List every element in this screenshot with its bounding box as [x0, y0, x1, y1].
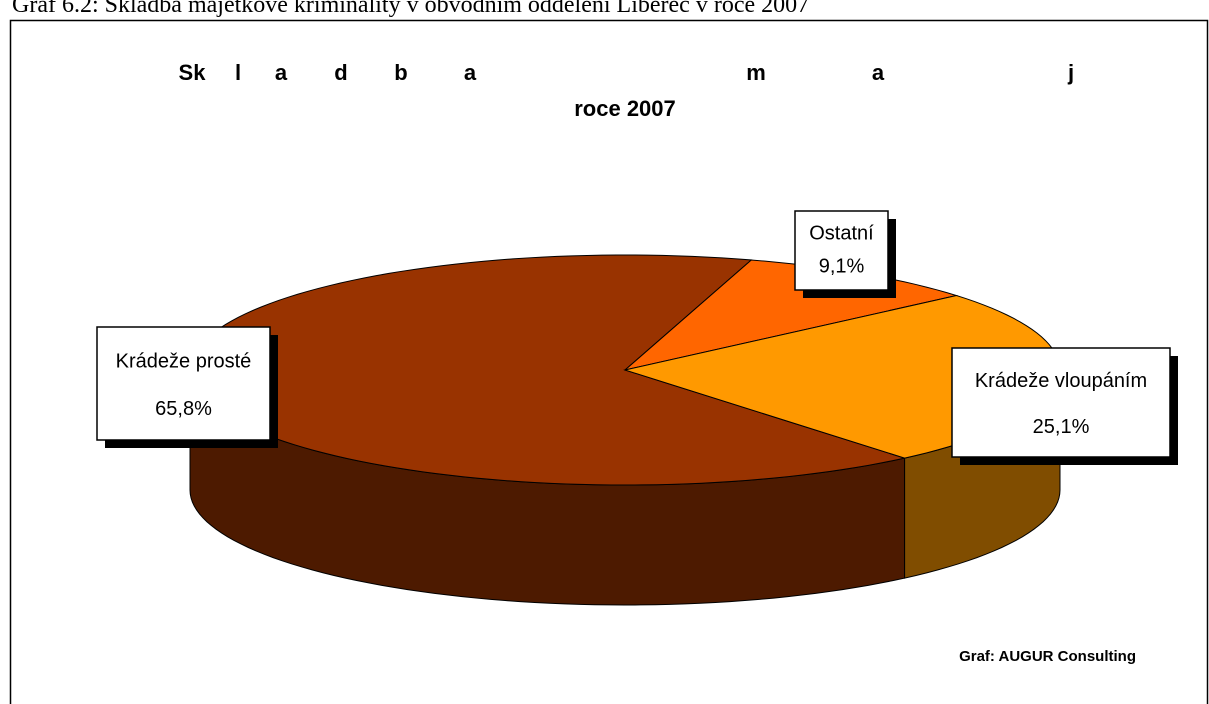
data-label-category: Krádeže prosté	[116, 351, 252, 373]
label-box	[951, 347, 1171, 458]
chart-title-part: m	[746, 60, 766, 85]
chart-title-part: Sk	[179, 60, 207, 85]
chart-frame	[9, 19, 1209, 704]
source-note: Graf: AUGUR Consulting	[959, 648, 1136, 665]
label-box	[794, 210, 889, 291]
pie-tops	[189, 254, 1061, 486]
data-label-value: 9,1%	[819, 256, 865, 278]
chart-subtitle: roce 2007	[574, 96, 676, 121]
label-box	[96, 326, 271, 441]
caption: Graf 6.2: Skladba majetkové kriminality …	[12, 0, 809, 18]
chart-title-part: b	[394, 60, 407, 85]
chart-title-part: a	[872, 60, 885, 85]
chart-title-part: l	[235, 60, 241, 85]
data-label-category: Ostatní	[809, 222, 874, 244]
chart-title-part: a	[275, 60, 288, 85]
chart-title-part: d	[334, 60, 347, 85]
data-label-value: 65,8%	[155, 398, 212, 420]
chart-title-part: a	[464, 60, 477, 85]
data-label-category: Krádeže vloupáním	[975, 370, 1147, 392]
data-label-value: 25,1%	[1033, 416, 1090, 438]
chart-title-part: j	[1067, 60, 1074, 85]
